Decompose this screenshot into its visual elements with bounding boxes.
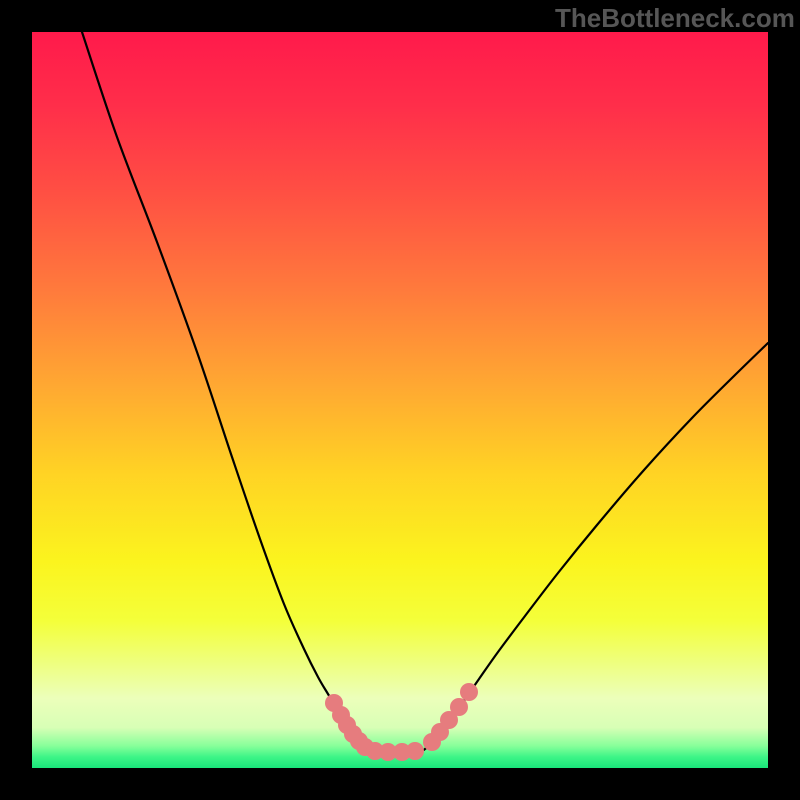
curve-path	[82, 32, 768, 751]
watermark-text: TheBottleneck.com	[555, 3, 795, 34]
chart-plot-area	[32, 32, 768, 768]
marker-right-4	[460, 683, 478, 701]
marker-valley-3	[406, 742, 424, 760]
bottleneck-curve	[32, 32, 768, 768]
marker-right-3	[450, 698, 468, 716]
